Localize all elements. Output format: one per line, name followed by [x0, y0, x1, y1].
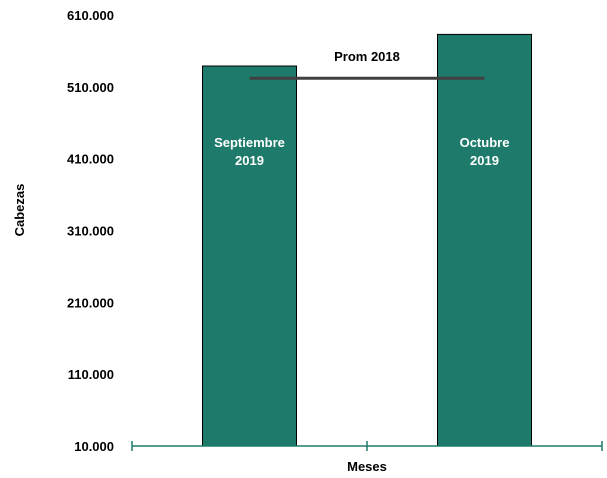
reference-line-label: Prom 2018	[334, 49, 400, 64]
x-axis	[131, 441, 603, 451]
bar-category-label: Septiembre 2019	[214, 135, 285, 168]
y-tick-label: 210.000	[67, 295, 114, 310]
bar-category-label: Octubre 2019	[460, 135, 510, 168]
bar	[437, 33, 532, 447]
y-tick-label: 610.000	[67, 8, 114, 23]
bar	[202, 65, 297, 447]
y-tick-label: 310.000	[67, 224, 114, 239]
y-tick-label: 410.000	[67, 152, 114, 167]
bars	[202, 33, 532, 447]
y-tick-label: 510.000	[67, 80, 114, 95]
y-tick-label: 10.000	[74, 439, 114, 454]
bar-labels: Septiembre 2019 Octubre 2019	[214, 135, 509, 168]
x-axis-title: Meses	[347, 459, 387, 474]
reference-line-group: Prom 2018	[249, 49, 485, 80]
y-axis-title: Cabezas	[12, 184, 27, 237]
y-axis-tick-labels: 10.000 110.000 210.000 310.000 410.000 510.00…	[67, 8, 114, 454]
y-tick-label: 110.000	[68, 367, 114, 382]
